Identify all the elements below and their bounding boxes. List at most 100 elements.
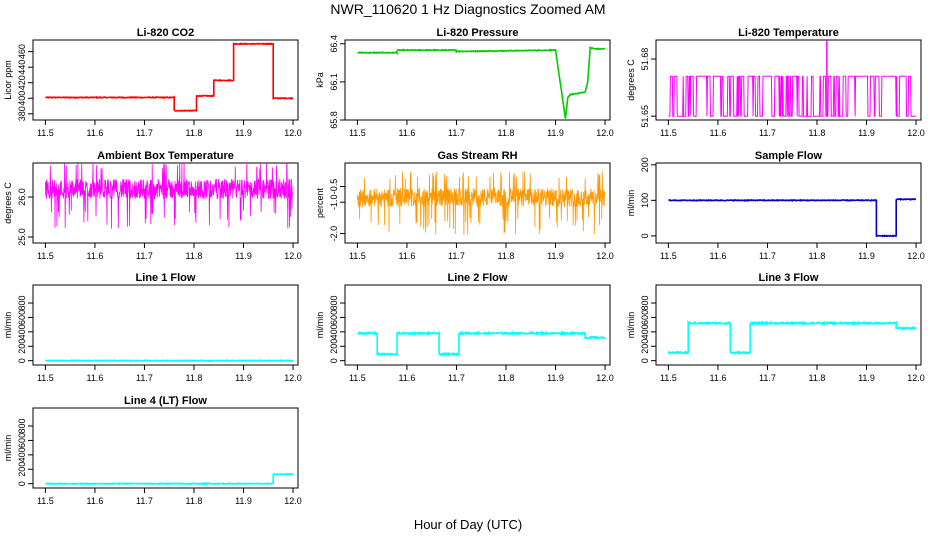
x-tick-label: 11.8 [186,128,203,138]
x-tick-label: 11.8 [186,496,203,506]
y-tick-label: 0 [329,358,339,363]
x-tick-label: 11.7 [136,496,153,506]
x-tick-label: 11.6 [709,251,726,261]
x-tick-label: 11.6 [86,128,103,138]
x-tick-label: 11.6 [398,128,415,138]
x-tick-label: 11.5 [37,251,54,261]
x-tick-label: 11.7 [759,128,776,138]
data-group-line2 [356,330,606,358]
y-tick-label: 66.1 [329,73,339,91]
chart-title-line1: Line 1 Flow [136,272,196,284]
series-line-co2 [45,42,294,113]
series-line-line2 [356,330,606,358]
y-tick-label: 800 [640,296,650,311]
y-tick-label: 400 [17,447,27,462]
x-tick-label: 11.7 [136,251,153,261]
y-tick-label: 800 [329,296,339,311]
chart-frame-pressure [344,39,611,121]
y-tick-label: 65.8 [329,111,339,129]
x-tick-label: 11.9 [235,496,252,506]
x-tick-label: 11.6 [398,373,415,383]
x-tick-label: 11.9 [858,373,875,383]
x-tick-label: 11.7 [759,251,776,261]
x-tick-label: 11.8 [498,128,515,138]
chart-panel-line3: Line 3 Flow 11.5 11.6 11.7 11.8 11.9 12.0 0 2004… [626,272,925,383]
x-tick-label: 11.9 [547,373,564,383]
y-tick-label: 0 [17,358,27,363]
x-tick-label: 11.8 [809,128,826,138]
x-tick-label: 12.0 [596,251,614,261]
x-tick-label: 11.6 [398,251,415,261]
data-group-sample [667,197,917,238]
x-tick-label: 12.0 [907,373,925,383]
y-tick-label: 400 [17,324,27,339]
chart-panel-rh: Gas Stream RH 11.5 11.6 11.7 11.8 11.9 12.0 -2.… [315,150,614,261]
x-tick-label: 11.9 [858,128,875,138]
data-group-ambient [45,163,294,229]
x-tick-label: 11.6 [86,373,103,383]
chart-frame-line2 [344,284,611,366]
x-tick-label: 12.0 [596,373,614,383]
x-tick-label: 12.0 [284,496,302,506]
y-tick-label: 0 [17,481,27,486]
x-tick-label: 11.9 [235,128,252,138]
y-axis-label-co2: Licor ppm [3,60,13,100]
x-tick-label: 11.5 [660,373,677,383]
y-axis-label-line4: ml/min [3,435,13,462]
y-tick-label: 26.0 [17,188,27,206]
series-line-sample [667,197,917,238]
x-tick-label: 11.5 [37,496,54,506]
y-tick-label: 100 [640,193,650,208]
chart-panel-line1: Line 1 Flow 11.5 11.6 11.7 11.8 11.9 12.0 0 2004… [3,272,302,383]
x-tick-label: 12.0 [907,251,925,261]
data-group-co2 [45,42,294,113]
y-tick-label: 440 [17,60,27,75]
y-tick-label: 600 [640,310,650,325]
data-group-pressure [357,46,606,119]
x-tick-label: 11.7 [136,373,153,383]
chart-frame-ambient [32,162,299,244]
y-tick-label: 600 [17,433,27,448]
y-tick-label: 66.4 [329,35,339,53]
series-line-temperature [668,75,916,117]
x-tick-label: 11.6 [86,496,103,506]
chart-frame-line3 [655,284,922,366]
data-group-line4 [45,472,294,486]
y-tick-label: 200 [640,157,650,172]
y-axis-label-pressure: kPa [315,72,325,88]
y-axis-label-ambient: degrees C [3,182,13,224]
chart-title-line2: Line 2 Flow [448,272,508,284]
y-tick-label: -1.0 [329,194,339,210]
x-tick-label: 11.8 [186,251,203,261]
y-tick-label: 200 [640,339,650,354]
chart-panel-co2: Li-820 CO2 11.5 11.6 11.7 11.8 11.9 12.0 380400… [3,27,302,138]
y-tick-label: 400 [17,91,27,106]
y-tick-label: -0.5 [329,179,339,195]
y-tick-label: -2.0 [329,226,339,242]
y-axis-label-sample: ml/min [626,190,636,217]
x-tick-label: 11.8 [186,373,203,383]
y-tick-label: 200 [329,339,339,354]
x-tick-label: 12.0 [596,128,614,138]
series-line-rh [357,171,606,236]
x-tick-label: 11.8 [498,251,515,261]
x-tick-label: 11.8 [498,373,515,383]
series-line-line4 [45,472,294,486]
x-tick-label: 12.0 [284,251,302,261]
x-tick-label: 11.9 [547,128,564,138]
chart-title-sample: Sample Flow [755,150,823,162]
chart-panel-pressure: Li-820 Pressure 11.5 11.6 11.7 11.8 11.9 12.0 6… [315,27,614,138]
y-tick-label: 0 [640,358,650,363]
chart-title-temperature: Li-820 Temperature [738,27,839,39]
x-tick-label: 12.0 [907,128,925,138]
x-tick-label: 12.0 [284,128,302,138]
chart-frame-temperature [655,39,922,121]
y-axis-label-line1: ml/min [3,312,13,339]
data-group-line3 [667,319,917,356]
x-tick-label: 11.6 [709,128,726,138]
y-tick-label: 600 [17,310,27,325]
y-tick-label: 25.0 [17,228,27,246]
y-axis-label-line2: ml/min [315,312,325,339]
y-axis-label-temperature: degrees C [626,59,636,101]
